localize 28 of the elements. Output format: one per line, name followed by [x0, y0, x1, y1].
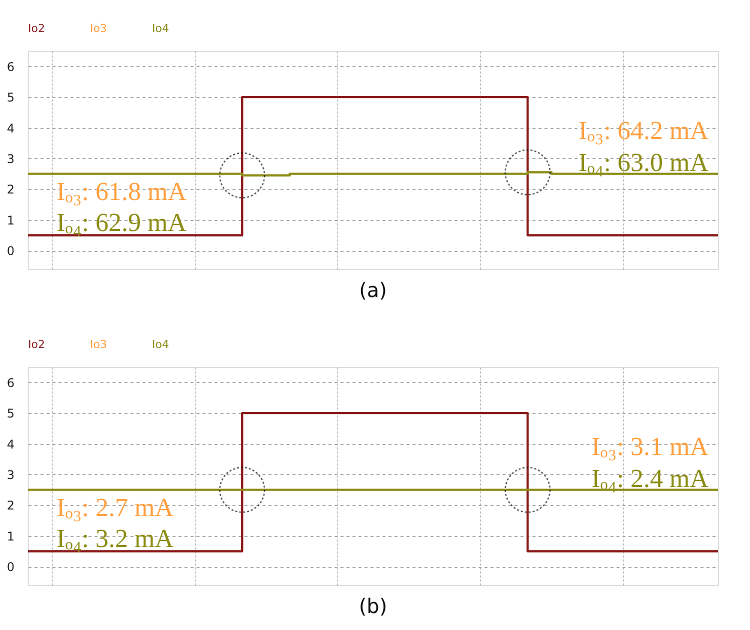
- y-tick-label: 1: [6, 213, 14, 228]
- text: Io4: [152, 22, 169, 35]
- y-tick-label: 0: [6, 560, 14, 574]
- y-tick-label: 6: [6, 60, 14, 74]
- annotation: Iₒ₄: 62.9 mA: [56, 208, 187, 237]
- legend-label: Io3: [90, 22, 107, 35]
- annotation: Iₒ₃: 64.2 mA: [578, 116, 709, 145]
- text: Io4: [152, 338, 169, 351]
- y-tick-label: 4: [6, 437, 14, 452]
- y-tick-label: 2: [6, 182, 14, 197]
- y-tick-label: 0: [6, 244, 14, 258]
- y-tick-label: 4: [6, 121, 14, 136]
- annotation: Iₒ₄: 3.2 mA: [56, 524, 174, 553]
- y-tick-label: 3: [6, 152, 14, 166]
- text: Io2: [28, 338, 45, 351]
- y-tick-label: 1: [6, 529, 14, 544]
- annotation: Iₒ₃: 2.7 mA: [56, 493, 174, 522]
- text: (b): [358, 594, 388, 618]
- text: (a): [359, 278, 387, 302]
- legend-label: Io3: [90, 338, 107, 351]
- annotation: Iₒ₃: 61.8 mA: [56, 177, 187, 206]
- y-tick-label: 6: [6, 376, 14, 390]
- text: Io2: [28, 22, 45, 35]
- annotation: Iₒ₃: 3.1 mA: [592, 432, 709, 461]
- y-tick-label: 2: [6, 498, 14, 513]
- y-tick-label: 5: [6, 90, 14, 105]
- y-tick-label: 5: [6, 406, 14, 421]
- y-tick-label: 3: [6, 468, 14, 482]
